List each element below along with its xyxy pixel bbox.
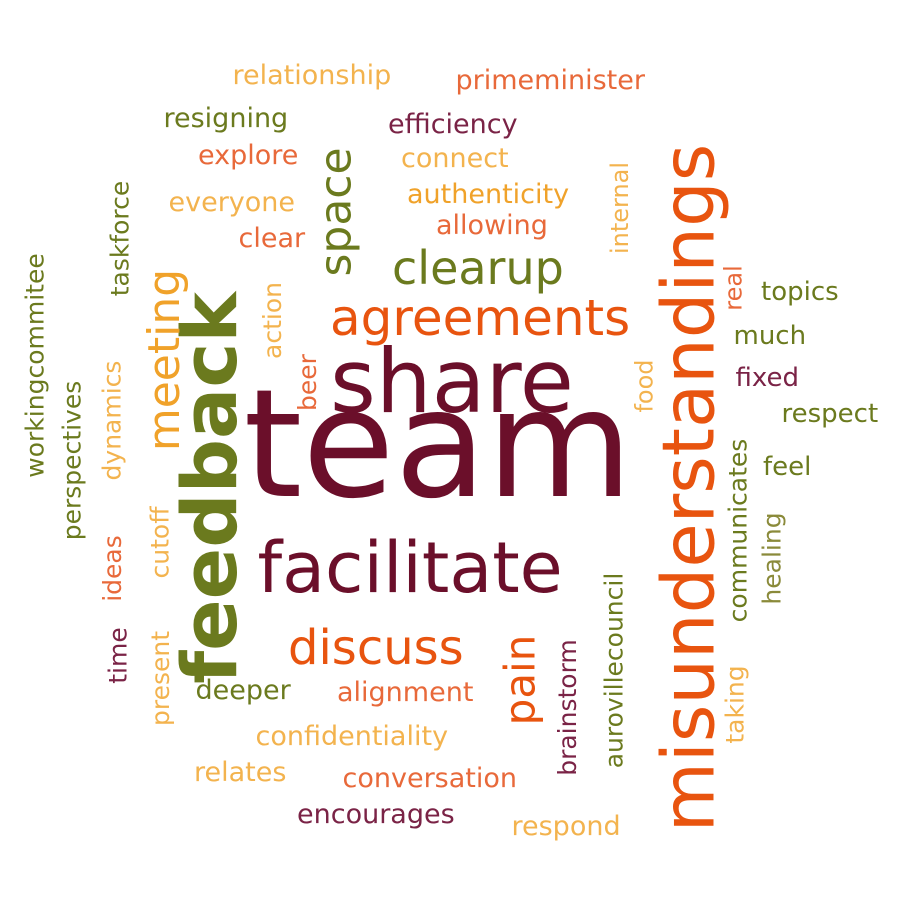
word-confidentiality: confidentiality <box>255 720 449 752</box>
word-clearup: clearup <box>392 241 564 295</box>
word-agreements: agreements <box>330 289 631 347</box>
word-authenticity: authenticity <box>407 178 570 210</box>
word-respond: respond <box>511 810 621 842</box>
word-facilitate: facilitate <box>257 527 563 609</box>
word-team: team <box>243 358 633 532</box>
word-taskforce: taskforce <box>105 180 135 296</box>
word-internal: internal <box>606 161 635 255</box>
word-misunderstandings: misunderstandings <box>645 143 730 833</box>
word-food: food <box>630 359 659 413</box>
word-relates: relates <box>194 756 287 788</box>
word-pain: pain <box>494 634 544 726</box>
word-meeting: meeting <box>139 268 191 452</box>
word-allowing: allowing <box>436 209 548 241</box>
word-discuss: discuss <box>288 620 464 676</box>
word-share: share <box>330 330 574 433</box>
word-cutoff: cutoff <box>145 506 175 578</box>
word-fixed: fixed <box>735 363 799 393</box>
word-explore: explore <box>198 139 299 171</box>
word-time: time <box>103 626 133 684</box>
word-communicates: communicates <box>723 438 753 622</box>
word-workingcommitee: workingcommitee <box>20 252 50 478</box>
word-much: much <box>733 321 807 351</box>
word-deeper: deeper <box>195 674 291 706</box>
word-space: space <box>310 147 362 277</box>
word-aurovillecouncil: aurovillecouncil <box>599 572 629 768</box>
word-respect: respect <box>781 399 879 429</box>
word-present: present <box>145 630 175 726</box>
word-dynamics: dynamics <box>97 360 127 480</box>
word-encourages: encourages <box>297 798 455 830</box>
word-real: real <box>719 265 748 311</box>
word-perspectives: perspectives <box>57 380 87 540</box>
word-conversation: conversation <box>342 762 518 794</box>
word-primeminister: primeminister <box>455 64 645 96</box>
word-healing: healing <box>757 511 787 605</box>
word-ideas: ideas <box>97 534 127 602</box>
word-beer: beer <box>292 353 322 411</box>
word-relationship: relationship <box>232 59 392 91</box>
word-topics: topics <box>761 277 839 307</box>
word-efficiency: efficiency <box>388 108 518 140</box>
word-alignment: alignment <box>337 676 474 708</box>
word-taking: taking <box>720 664 750 744</box>
word-feel: feel <box>763 452 812 482</box>
word-connect: connect <box>401 142 509 174</box>
word-brainstorm: brainstorm <box>552 638 582 776</box>
word-action: action <box>257 281 287 359</box>
word-clear: clear <box>238 222 306 254</box>
word-everyone: everyone <box>168 186 296 218</box>
word-resigning: resigning <box>163 102 289 134</box>
